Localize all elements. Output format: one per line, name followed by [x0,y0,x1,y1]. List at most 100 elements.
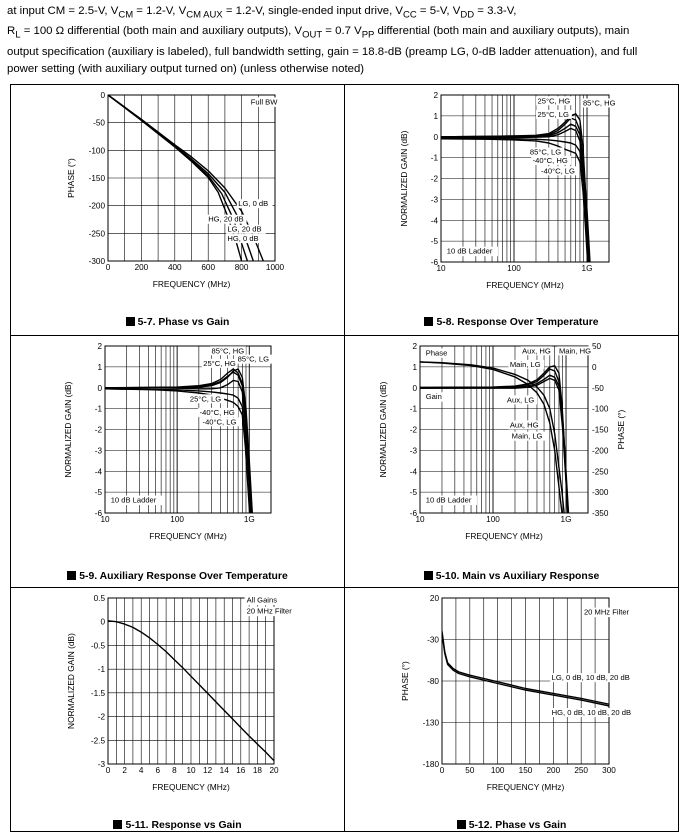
y-tick-label: -300 [89,257,106,266]
y-axis-label: PHASE (°) [400,661,410,701]
y-axis-label: PHASE (°) [66,158,76,198]
series-label-bg [198,407,239,417]
series-label-bg [201,358,238,368]
series-label: 25°C, HG [203,359,236,368]
chart-12: 0 50 100 150 200 250 300 20 -30 -80 -130 -180 FREQUE… [400,594,644,792]
y-tick-label: -6 [95,509,103,518]
series-line [420,377,569,513]
x-tick-label: 10 [186,766,196,775]
figure-panel-9: 10 100 1G 2 1 0 -1 -2 -3 -4 -5 -6 FREQUENCY (MHz) NOR… [11,336,345,588]
series-line [105,379,252,513]
y-tick-label: 1 [412,363,417,372]
x-axis-label: FREQUENCY (MHz) [153,279,231,289]
plot-frame [419,345,589,514]
series-label-bg [536,96,572,106]
series-label-bg [505,395,538,405]
x-tick-label: 10 [436,264,446,273]
series-label-bg [581,98,618,108]
series-label: Aux, LG [507,395,535,404]
series-line [442,632,609,707]
x-tick-label: 16 [236,766,246,775]
y-tick-label: -1 [98,665,106,674]
series-line [108,620,274,762]
x-tick-label: 250 [574,766,588,775]
series-label: LG, 0 dB [238,199,268,208]
series-label-bg [225,224,266,234]
y-tick-label: 2 [412,342,417,351]
plot-frame [107,597,275,765]
x-tick-label: 50 [465,766,475,775]
series-group [442,631,609,707]
series-labels: All Gains 20 MHz Filter [244,595,302,617]
y-tick-label: -80 [427,677,439,686]
series-label: HG, 20 dB [208,215,243,224]
y-tick-label: 0 [433,133,438,142]
y-axis-label: NORMALIZED GAIN (dB) [66,633,76,729]
tick-labels: 0 200 400 600 800 1000 0 -50 -100 -150 -200 -250 -30… [89,91,285,272]
figure-panel-11: 0 2 4 6 8 10 12 14 16 18 20 0.5 0 -0.5 -1 -1.5 -2 -2.5 -3 F… [11,588,345,832]
x-tick-label: 0 [106,263,111,272]
y-tick-label: -1 [431,154,439,163]
series-group [420,361,570,513]
annotation-bg [423,392,445,402]
series-labels: 85°C, HG 25°C, HG 85°C, LG 25°C, LG -40°C, H… [108,346,272,506]
annotation-bg [423,495,477,506]
y-tick-label: -150 [89,174,106,183]
x-tick-label: 2 [122,766,127,775]
plot-frame [104,345,272,514]
figure-panel-10: 10 100 1G 2 1 0 -1 -2 -3 -4 -5 -6 50 0 -50 -100 -150 -200… [345,336,679,588]
y-tick-label: -3 [95,446,103,455]
series-labels: Aux, HG Main, HG Main, LG Aux, LG Aux, HG Mai… [423,346,594,506]
figure-mark-icon [113,820,123,829]
series-line [420,361,563,513]
y-tick-label: -200 [89,202,106,211]
series-label: 85°C, HG [583,98,616,107]
figure-panel-8: 10 100 1G 2 1 0 -1 -2 -3 -4 -5 -6 FREQUENCY (MHz) NOR… [345,85,679,336]
annotation-label: 10 dB Ladder [426,496,472,505]
conditions-line-2: RL = 100 Ω differential (both main and a… [7,25,630,41]
y2-tick-label: 50 [592,342,602,351]
figure-caption: 5-11. Response vs Gain [11,820,344,831]
series-label: -40°C, HG [533,156,568,165]
y-tick-label: 0 [100,618,105,627]
series-label: 25°C, LG [190,394,221,403]
series-label-bg [508,420,541,430]
conditions-line-3: output specification (auxiliary is label… [7,45,638,58]
figure-caption: 5-7. Phase vs Gain [11,317,344,328]
annotation-label: 10 dB Ladder [111,496,157,505]
x-tick-label: 0 [106,766,111,775]
series-line [105,388,251,513]
y2-tick-label: -250 [592,467,609,476]
x-tick-label: 20 [269,766,279,775]
y2-axis-label: PHASE (°) [616,409,626,449]
figure-panel-12: 0 50 100 150 200 250 300 20 -30 -80 -130 -180 FREQUE… [345,588,679,832]
annotation-label: 10 dB Ladder [447,247,493,256]
figure-mark-icon [67,571,77,580]
x-axis-label: FREQUENCY (MHz) [152,782,230,792]
y-tick-label: -0.5 [91,641,106,650]
series-label-bg [508,359,545,369]
series-label-bg [539,166,580,176]
x-tick-label: 800 [235,263,249,272]
series-label-bg [206,214,247,224]
series-label-bg [528,147,565,157]
series-group [105,368,253,513]
x-tick-label: 4 [139,766,144,775]
series-line [441,127,590,262]
annotation-label: 20 MHz Filter [247,607,293,616]
plot-frame [107,94,276,262]
y-tick-label: -3 [431,195,439,204]
series-line [441,138,589,262]
y-tick-label: -2 [98,713,106,722]
figure-caption: 5-12. Phase vs Gain [345,820,678,831]
x-tick-label: 100 [170,515,184,524]
series-label-bg [236,199,273,209]
grid-lines [105,346,271,513]
y-tick-label: 0.5 [94,594,106,603]
y-tick-label: -5 [431,237,439,246]
series-label-bg [188,394,225,404]
series-label-bg [531,155,572,165]
y-tick-label: -180 [423,760,440,769]
